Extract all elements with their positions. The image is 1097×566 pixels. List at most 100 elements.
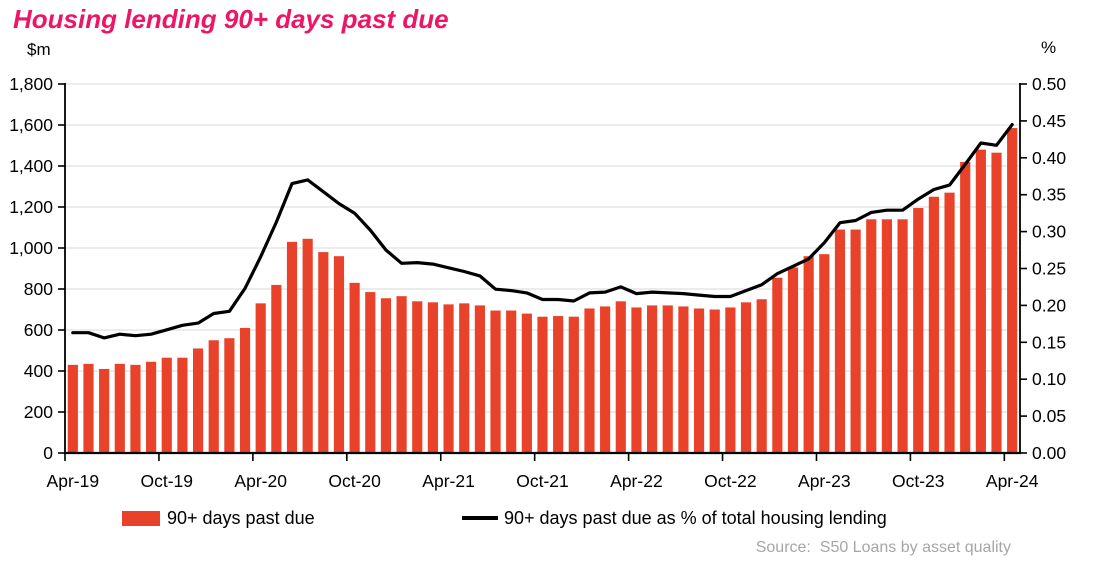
left-axis-tick-label: 800 xyxy=(24,279,53,299)
bar xyxy=(850,229,861,453)
right-axis-tick-label: 0.50 xyxy=(1032,74,1066,94)
right-axis-unit-label: % xyxy=(1041,38,1057,57)
bar xyxy=(991,152,1002,454)
bar xyxy=(1007,128,1018,453)
x-axis-tick-label: Apr-24 xyxy=(986,471,1039,491)
line-series-swatch xyxy=(462,516,498,520)
bar xyxy=(349,282,360,453)
bar xyxy=(239,327,251,453)
x-axis-tick-label: Apr-19 xyxy=(47,471,100,491)
left-axis-unit-label: $m xyxy=(27,40,51,59)
bar xyxy=(881,219,893,453)
bar xyxy=(834,229,846,453)
bar xyxy=(161,357,172,453)
bar xyxy=(647,305,658,453)
bar xyxy=(192,348,204,453)
bar xyxy=(130,364,141,453)
bar xyxy=(740,302,752,453)
bar xyxy=(975,149,986,453)
bar xyxy=(913,208,924,453)
x-axis-tick-label: Oct-23 xyxy=(892,471,945,491)
source-note: Source: S50 Loans by asset quality xyxy=(755,539,1011,556)
bar xyxy=(380,298,392,453)
chart-title: Housing lending 90+ days past due xyxy=(13,4,449,34)
right-axis-tick-label: 0.35 xyxy=(1032,185,1066,205)
right-axis-tick-label: 0.10 xyxy=(1032,369,1066,389)
left-axis-tick-label: 1,600 xyxy=(9,115,53,135)
bar xyxy=(67,364,78,453)
right-axis-tick-label: 0.25 xyxy=(1032,259,1066,279)
bar xyxy=(600,306,611,453)
bar xyxy=(177,357,188,453)
left-axis-tick-label: 1,200 xyxy=(9,197,53,217)
bar xyxy=(678,306,689,453)
bar xyxy=(584,308,595,453)
bar xyxy=(302,238,313,453)
left-axis-tick-label: 1,400 xyxy=(9,156,53,176)
line-series-label: 90+ days past due as % of total housing … xyxy=(504,507,887,528)
line-series xyxy=(71,122,1014,340)
left-axis-tick-label: 200 xyxy=(24,402,53,422)
bar xyxy=(537,316,548,453)
bar-series-swatch xyxy=(122,510,160,526)
right-axis-tick-label: 0.00 xyxy=(1032,443,1066,463)
bar xyxy=(897,219,908,453)
right-axis-tick-label: 0.40 xyxy=(1032,148,1066,168)
bar xyxy=(224,338,235,453)
left-axis-tick-label: 1,000 xyxy=(9,238,53,258)
bar xyxy=(99,368,110,453)
legend-item-bar-series: 90+ days past due xyxy=(122,507,315,529)
right-axis-tick-label: 0.20 xyxy=(1032,295,1066,315)
bar xyxy=(615,301,626,453)
x-axis-tick-label: Apr-21 xyxy=(422,471,475,491)
bar xyxy=(333,256,345,453)
bar xyxy=(459,303,470,453)
right-axis-tick-label: 0.30 xyxy=(1032,222,1066,242)
left-axis-tick-label: 400 xyxy=(24,361,53,381)
x-axis-tick-label: Apr-22 xyxy=(610,471,663,491)
bar xyxy=(114,363,125,453)
right-axis-tick-label: 0.15 xyxy=(1032,332,1066,352)
bar xyxy=(443,304,454,453)
left-axis-tick-label: 1,800 xyxy=(9,74,53,94)
x-axis-tick-label: Oct-22 xyxy=(704,471,757,491)
right-axis-tick-label: 0.45 xyxy=(1032,111,1066,131)
bar xyxy=(866,219,877,453)
bar xyxy=(365,292,376,453)
bar xyxy=(521,313,532,453)
bar xyxy=(286,241,298,453)
left-axis-tick-label: 600 xyxy=(24,320,53,340)
bar xyxy=(412,301,423,453)
bar xyxy=(960,161,971,453)
bar xyxy=(506,310,517,453)
right-axis-tick-label: 0.05 xyxy=(1032,406,1066,426)
x-axis-tick-label: Oct-20 xyxy=(328,471,381,491)
bar xyxy=(631,307,642,453)
bar xyxy=(928,196,939,453)
bar xyxy=(396,296,407,453)
bar xyxy=(568,316,579,453)
bar xyxy=(474,305,485,453)
bar xyxy=(208,340,219,453)
bar xyxy=(271,284,282,453)
bar xyxy=(803,256,814,453)
bar-series-label: 90+ days past due xyxy=(167,507,315,528)
left-axis-tick-label: 0 xyxy=(43,443,53,463)
bar xyxy=(553,316,564,453)
bar xyxy=(83,363,94,453)
x-axis-tick-label: Oct-21 xyxy=(516,471,569,491)
bar xyxy=(662,305,673,453)
bar xyxy=(146,361,157,453)
bar xyxy=(772,277,783,453)
bar xyxy=(944,192,955,453)
bar xyxy=(255,303,266,453)
bar xyxy=(318,252,329,453)
bar xyxy=(787,267,799,453)
bar xyxy=(693,308,705,453)
legend-item-line-series: 90+ days past due as % of total housing … xyxy=(462,507,887,529)
x-axis-tick-label: Apr-20 xyxy=(234,471,287,491)
x-axis-tick-label: Apr-23 xyxy=(798,471,851,491)
bar xyxy=(709,309,720,453)
